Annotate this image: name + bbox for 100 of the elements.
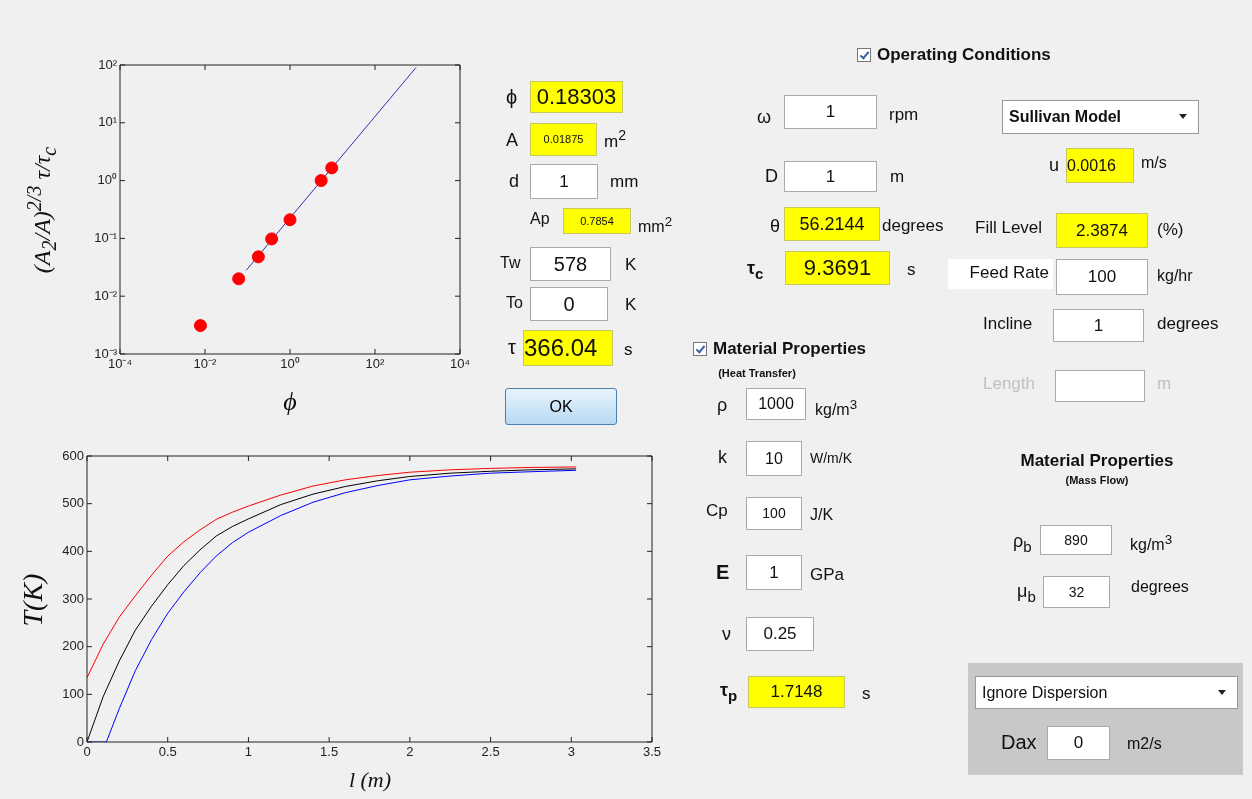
text-field: 9.3691: [785, 251, 890, 285]
text-field: 0: [1047, 726, 1110, 760]
text: u: [1049, 154, 1060, 177]
text-field: 100: [746, 497, 802, 530]
y-tick-label: 10⁻¹: [94, 229, 118, 245]
text: ϕ: [506, 85, 518, 109]
text: μ$_{b}$: [1017, 580, 1036, 607]
x-tick-label: 2: [406, 744, 414, 760]
text: degrees: [1131, 577, 1189, 597]
text: K: [625, 294, 637, 316]
text-field: Feed Rate: [948, 259, 1053, 289]
text: Dax: [1001, 730, 1037, 754]
dropdown: Sullivan Model: [1002, 100, 1199, 134]
text: E: [716, 560, 730, 584]
text: Fill Level: [975, 217, 1043, 239]
text: Incline: [983, 313, 1033, 335]
text: degrees: [1157, 313, 1219, 335]
x-tick-label: 3.5: [642, 744, 662, 760]
text-field: 0.0016: [1066, 148, 1134, 183]
text: rpm: [889, 104, 919, 126]
text: (%): [1157, 219, 1184, 241]
text: ρ: [717, 394, 728, 417]
y-tick-label: 200: [62, 638, 84, 654]
text: (Mass Flow): [1065, 474, 1129, 486]
text: ρ$_{b}$: [1013, 530, 1032, 557]
text: τ$_{p}$: [720, 679, 738, 706]
y-tick-label: 400: [62, 542, 84, 558]
y-tick-label: 10¹: [98, 114, 118, 130]
text: m2/s: [1127, 734, 1162, 754]
x-axis-title: ϕ: [283, 387, 297, 417]
text-field: 0.7854: [563, 208, 631, 234]
text: J/K: [810, 505, 834, 525]
text: τ: [508, 335, 516, 359]
y-tick-label: 0: [76, 733, 84, 749]
text: ν: [722, 623, 731, 646]
text: A: [506, 129, 519, 152]
text: τ$_{c}$: [747, 257, 764, 284]
text: θ: [770, 215, 781, 238]
text: Cp: [706, 500, 728, 522]
text-field: 1: [784, 95, 877, 129]
text-field: 0.25: [746, 617, 814, 651]
text: Ap: [530, 209, 550, 229]
text-field: 1.7148: [748, 676, 845, 708]
x-tick-label: 1.5: [320, 744, 339, 760]
text-field: 0.18303: [530, 81, 623, 113]
text: s: [624, 339, 633, 361]
y-tick-label: 10⁻²: [94, 287, 118, 303]
y-tick-label: 10²: [98, 56, 118, 72]
x-tick-label: 2.5: [481, 744, 500, 760]
x-tick-label: 3: [567, 744, 575, 760]
text-field: 578: [530, 247, 611, 281]
x-tick-label: 10⁻⁴: [107, 356, 133, 372]
text-field: 366.04: [523, 330, 613, 366]
text-field: 1: [784, 161, 877, 192]
text: ω: [757, 106, 772, 129]
y-tick-label: 10⁰: [97, 172, 117, 188]
text: s: [907, 259, 916, 281]
text: D: [765, 165, 778, 188]
text: k: [718, 446, 727, 469]
x-tick-label: 10⁴: [449, 356, 471, 372]
text-field: 100: [1056, 259, 1148, 295]
text-field: 56.2144: [784, 207, 880, 241]
text-field: 0: [530, 287, 608, 321]
text-field: 10: [746, 441, 802, 476]
text: kg/hr: [1157, 266, 1193, 286]
text: Material Properties: [1020, 450, 1174, 472]
x-tick-label: 10²: [365, 356, 386, 372]
text: m$^{2}$: [604, 126, 627, 153]
text: m: [890, 166, 905, 188]
text: degrees: [882, 215, 944, 237]
x-tick-label: 10⁻²: [193, 356, 218, 372]
text: kg/m$^{3}$: [1130, 531, 1173, 556]
text: Material Properties: [713, 338, 867, 360]
text: To: [506, 293, 523, 313]
text-field: 1000: [746, 388, 806, 420]
text-field: 1: [746, 555, 802, 590]
text: s: [862, 683, 871, 705]
text: d: [509, 170, 520, 193]
x-axis-title: l (m): [348, 767, 392, 793]
y-axis-title: T(K): [17, 573, 49, 627]
y-tick-label: 300: [62, 590, 84, 606]
text: mm$^{2}$: [638, 213, 673, 238]
button: OK: [505, 388, 617, 425]
x-tick-label: 0.5: [158, 744, 177, 760]
dropdown: Ignore Dispersion: [975, 676, 1238, 709]
y-tick-label: 500: [62, 495, 84, 511]
text: GPa: [810, 564, 845, 586]
text: Operating Conditions: [877, 44, 1051, 66]
text-field: 32: [1043, 576, 1110, 608]
x-tick-label: 10⁰: [280, 356, 300, 372]
text: (Heat Transfer): [718, 366, 796, 381]
y-tick-label: 100: [62, 685, 84, 701]
text: kg/m$^{3}$: [815, 396, 858, 421]
text: Tw: [500, 253, 521, 273]
x-tick-label: 1: [244, 744, 253, 760]
text: W/m/K: [810, 449, 852, 468]
text: K: [625, 254, 637, 276]
y-tick-label: 600: [62, 447, 84, 463]
text: mm: [610, 171, 639, 193]
text-field: 2.3874: [1056, 213, 1148, 248]
